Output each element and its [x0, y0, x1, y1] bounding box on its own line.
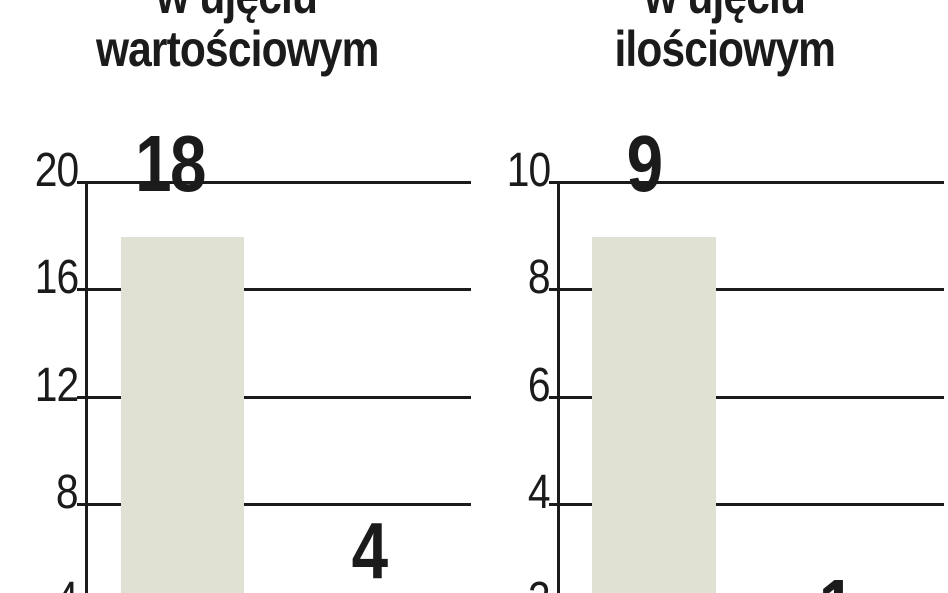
gridline	[77, 288, 471, 292]
bar	[121, 236, 244, 593]
y-tick-label: 2	[528, 576, 551, 593]
plot-area: 10 8 6 4 2 9 1	[474, 0, 948, 593]
bar-value-label: 1	[819, 568, 855, 593]
chart-title: w ujęciu wartościowym	[0, 0, 474, 76]
y-tick-label: 20	[34, 144, 79, 197]
chart-title-line-1: w ujęciu	[157, 0, 319, 23]
y-tick-label: 4	[528, 465, 551, 519]
chart-quantity-terms: w ujęciu ilościowym 10 8 6 4 2 9 1	[474, 0, 948, 593]
y-tick-label: 10	[506, 144, 551, 197]
y-axis-line	[85, 181, 88, 593]
bar-value-label: 9	[626, 119, 663, 208]
chart-title-line-2: wartościowym	[95, 21, 380, 77]
gridline	[549, 288, 944, 292]
bar-value-label: 18	[135, 119, 206, 208]
chart-value-terms: w ujęciu wartościowym 20 16 12 8 4 18 4	[0, 0, 474, 593]
chart-title-line-1: w ujęciu	[645, 0, 807, 23]
bar-value-label: 4	[351, 506, 388, 593]
gridline	[77, 502, 471, 506]
y-tick-label: 8	[528, 251, 551, 305]
y-tick-label: 6	[528, 358, 551, 412]
gridline	[549, 181, 944, 184]
y-tick-label: 8	[56, 465, 79, 519]
gridline	[77, 181, 471, 184]
chart-title: w ujęciu ilościowym	[488, 0, 948, 76]
bar	[592, 236, 716, 593]
y-tick-label: 16	[34, 251, 79, 305]
gridline	[77, 395, 471, 399]
chart-title-line-2: ilościowym	[614, 21, 836, 77]
y-axis-line	[557, 181, 560, 593]
gridline	[549, 502, 944, 506]
plot-area: 20 16 12 8 4 18 4	[34, 119, 471, 593]
y-tick-label: 4	[56, 576, 79, 593]
y-tick-label: 12	[34, 358, 79, 412]
gridline	[549, 395, 944, 399]
